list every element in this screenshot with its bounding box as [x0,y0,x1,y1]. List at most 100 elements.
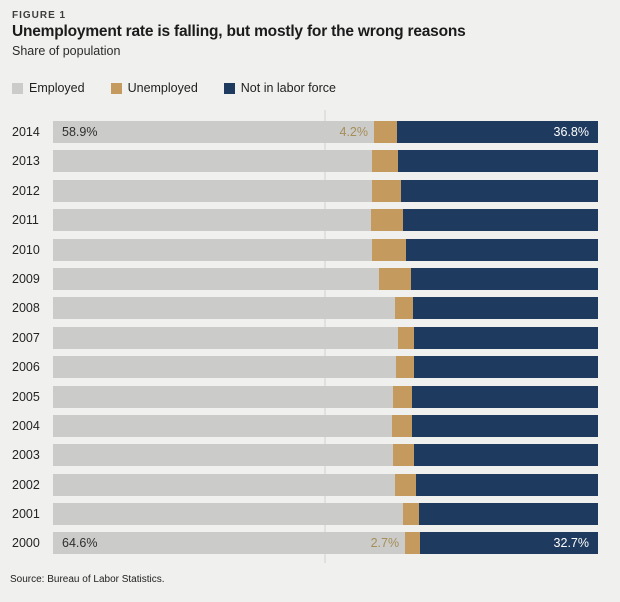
bar-row-2008: 2008 [0,297,620,320]
bar-row-2005: 2005 [0,385,620,408]
year-label: 2001 [12,507,40,522]
bar-row-2010: 2010 [0,238,620,261]
bar-row-2002: 2002 [0,473,620,496]
bar-track [53,238,598,261]
value-label-not-in-labor-force: 36.8% [553,125,589,139]
not-in-labor-force-segment [414,444,598,467]
legend-item-not_in_labor_force: Not in labor force [223,81,336,95]
unemployed-segment [393,444,415,467]
year-label: 2010 [12,242,40,257]
bar-row-2006: 2006 [0,356,620,379]
employed-segment [53,150,372,173]
employed-segment [53,356,397,379]
source-note: Source: Bureau of Labor Statistics. [10,574,165,585]
bar-track [53,503,598,526]
legend-label: Unemployed [127,81,198,95]
value-label-unemployed: 2.7% [370,536,400,551]
year-label: 2002 [12,477,40,492]
chart-subtitle: Share of population [12,44,121,58]
not-in-labor-force-segment [406,238,598,261]
bar-row-2001: 2001 [0,503,620,526]
bar-track [53,385,598,408]
employed-segment [53,267,380,290]
bar-track: 64.6% 2.7% 32.7% [53,532,598,555]
legend-label: Employed [29,81,85,95]
not-in-labor-force-segment [413,297,598,320]
not-in-labor-force-segment [397,150,598,173]
unemployed-segment [371,238,407,261]
chart-title: Unemployment rate is falling, but mostly… [12,23,466,40]
year-label: 2004 [12,418,40,433]
year-label: 2013 [12,154,40,169]
year-label: 2014 [12,125,40,139]
not-in-labor-force-segment: 36.8% [396,121,598,143]
legend-item-unemployed: Unemployed [110,81,198,95]
not-in-labor-force-segment [413,326,598,349]
legend-swatch-unemployed [110,82,122,94]
not-in-labor-force-segment [412,414,598,437]
value-label-unemployed: 4.2% [339,125,369,139]
year-label: 2009 [12,271,40,286]
bar-track [53,326,598,349]
bar-row-2014: 2014 58.9% 4.2% 36.8% [0,121,620,143]
unemployed-segment [391,414,413,437]
unemployed-segment [393,385,413,408]
value-label-not-in-labor-force: 32.7% [553,536,589,551]
legend: Employed Unemployed Not in labor force [12,81,362,95]
not-in-labor-force-segment: 32.7% [419,532,598,555]
employed-segment [53,414,392,437]
year-label: 2000 [12,536,40,551]
year-label: 2008 [12,301,40,316]
unemployed-segment [371,150,398,173]
employed-segment [53,326,398,349]
employed-segment [53,444,394,467]
bar-track [53,356,598,379]
bar-rows: 2014 58.9% 4.2% 36.8% 2013 2012 2011 2010 2009 20… [0,121,620,562]
bar-track [53,209,598,232]
chart-area: 2014 58.9% 4.2% 36.8% 2013 2012 2011 2010 2009 20… [0,110,620,572]
year-label: 2012 [12,183,40,198]
year-label: 2011 [12,213,39,228]
year-label: 2006 [12,360,40,375]
unemployed-segment [396,356,414,379]
legend-item-employed: Employed [12,81,85,95]
year-label: 2005 [12,389,40,404]
not-in-labor-force-segment [400,179,598,202]
bar-row-2011: 2011 [0,209,620,232]
unemployed-segment [403,503,420,526]
employed-segment [53,503,404,526]
employed-segment [53,297,395,320]
not-in-labor-force-segment [402,209,598,232]
bar-track [53,473,598,496]
year-label: 2007 [12,330,40,345]
employed-segment [53,179,372,202]
value-label-employed: 64.6% [62,536,98,551]
bar-row-2004: 2004 [0,414,620,437]
employed-segment [53,473,396,496]
bar-row-2012: 2012 [0,179,620,202]
bar-track [53,414,598,437]
bar-track [53,179,598,202]
not-in-labor-force-segment [410,267,598,290]
not-in-labor-force-segment [413,356,598,379]
unemployed-segment [395,473,416,496]
not-in-labor-force-segment [415,473,598,496]
not-in-labor-force-segment [419,503,598,526]
employed-segment: 64.6% 2.7% [53,532,406,555]
unemployed-segment [379,267,411,290]
unemployed-segment [371,209,403,232]
bar-row-2009: 2009 [0,267,620,290]
employed-segment [53,238,372,261]
legend-label: Not in labor force [240,81,336,95]
bar-row-2003: 2003 [0,444,620,467]
bar-row-2013: 2013 [0,150,620,173]
unemployed-segment [374,121,397,143]
employed-segment [53,385,394,408]
legend-swatch-employed [12,82,23,94]
unemployed-segment [371,179,401,202]
year-label: 2003 [12,448,40,463]
bar-track [53,444,598,467]
legend-swatch-not_in_labor_force [223,82,235,94]
bar-track: 58.9% 4.2% 36.8% [53,121,598,143]
bar-track [53,150,598,173]
